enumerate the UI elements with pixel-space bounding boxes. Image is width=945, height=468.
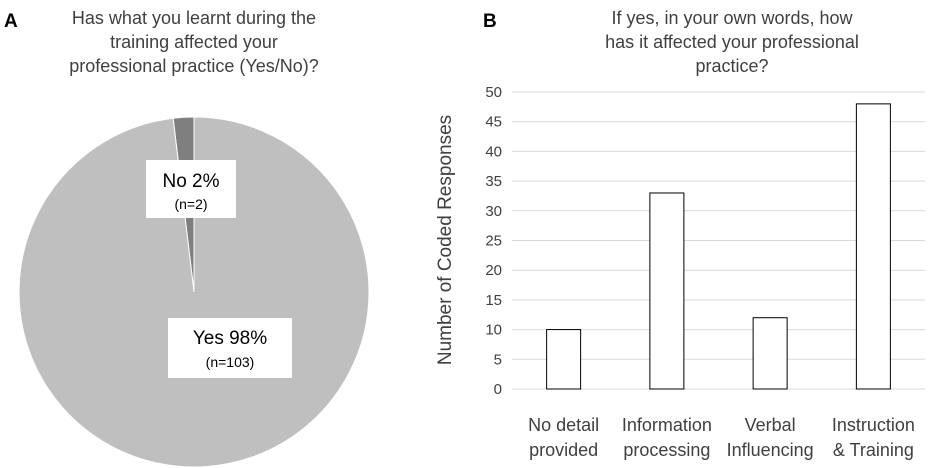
pie-label-box-no xyxy=(146,160,236,218)
x-category-label: processing xyxy=(623,440,710,460)
y-tick-label: 5 xyxy=(494,351,502,368)
y-tick-label: 20 xyxy=(485,262,502,279)
y-tick-label: 40 xyxy=(485,143,502,160)
pie-slice-yes xyxy=(18,116,370,468)
x-category-label: Influencing xyxy=(727,440,814,460)
bar-3 xyxy=(752,317,788,390)
bar-title-line-2: has it affected your professional xyxy=(605,32,859,52)
panel-a-letter: A xyxy=(4,11,18,32)
y-tick-label: 45 xyxy=(485,114,502,131)
x-category-label: Instruction xyxy=(832,415,915,435)
bar-2 xyxy=(649,192,685,390)
pie-label-box-yes xyxy=(168,318,292,378)
pie-title-line-2: training affected your xyxy=(110,32,278,52)
x-category-label: Verbal xyxy=(745,415,796,435)
y-tick-label: 0 xyxy=(494,381,502,398)
pie-title-line-3: professional practice (Yes/No)? xyxy=(69,56,318,76)
bar-title-line-1: If yes, in your own words, how xyxy=(611,8,853,28)
x-category-label: provided xyxy=(529,440,598,460)
y-tick-label: 10 xyxy=(485,322,502,339)
pie-label-no: No 2% xyxy=(162,171,219,192)
pie-chart: No 2% (n=2) Yes 98% (n=103) xyxy=(18,116,370,468)
y-tick-label: 15 xyxy=(485,292,502,309)
x-category-label: & Training xyxy=(833,440,914,460)
y-tick-label: 35 xyxy=(485,173,502,190)
y-tick-label: 30 xyxy=(485,203,502,220)
bar-chart: 0 5 10 15 20 25 30 35 40 45 50 No detail provided Inf… xyxy=(485,84,925,460)
pie-label-yes: Yes 98% xyxy=(193,328,267,349)
bar-title-line-3: practice? xyxy=(695,56,768,76)
pie-count-yes: (n=103) xyxy=(206,354,255,370)
bar-4 xyxy=(855,103,891,390)
y-tick-label: 50 xyxy=(485,84,502,101)
x-category-label: Information xyxy=(622,415,712,435)
y-tick-label: 25 xyxy=(485,233,502,250)
x-category-label: No detail xyxy=(528,415,599,435)
bar-1 xyxy=(546,329,582,390)
panel-b-letter: B xyxy=(483,11,497,32)
pie-title-line-1: Has what you learnt during the xyxy=(72,8,316,28)
pie-count-no: (n=2) xyxy=(174,196,207,212)
y-axis-label: Number of Coded Responses xyxy=(435,115,456,365)
